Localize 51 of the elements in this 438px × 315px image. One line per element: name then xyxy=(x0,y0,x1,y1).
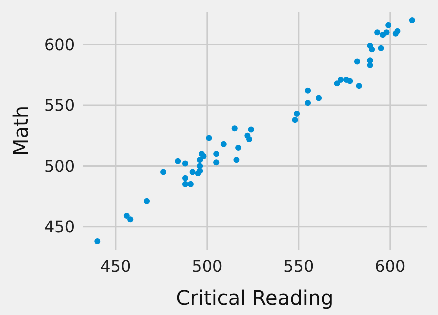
point xyxy=(294,111,300,117)
x-tick-label: 550 xyxy=(284,257,314,276)
point xyxy=(354,58,360,65)
point xyxy=(124,213,130,219)
point xyxy=(197,168,204,174)
point xyxy=(394,28,401,34)
point xyxy=(160,169,167,176)
point xyxy=(292,117,298,124)
point xyxy=(248,126,254,133)
point xyxy=(182,160,188,167)
point xyxy=(175,158,182,164)
point xyxy=(305,100,312,106)
point xyxy=(246,136,253,142)
point xyxy=(316,95,322,102)
point xyxy=(220,141,227,148)
point xyxy=(200,154,207,160)
point xyxy=(236,145,242,151)
point xyxy=(214,151,220,158)
point xyxy=(128,216,134,223)
y-tick-label: 450 xyxy=(44,218,75,237)
point xyxy=(190,169,196,176)
point xyxy=(338,77,344,83)
x-axis-title: Critical Reading xyxy=(176,286,334,310)
point xyxy=(347,78,354,84)
point xyxy=(182,181,188,188)
point xyxy=(334,80,340,87)
point xyxy=(305,88,312,94)
point xyxy=(182,175,188,182)
point xyxy=(144,198,150,204)
point xyxy=(188,181,194,188)
point xyxy=(206,135,212,142)
point xyxy=(94,238,101,244)
point xyxy=(232,126,238,132)
point xyxy=(234,157,240,164)
x-tick-label: 450 xyxy=(100,257,132,276)
point xyxy=(374,30,381,36)
x-tick-label: 500 xyxy=(192,257,223,276)
y-tick-label: 550 xyxy=(44,96,75,116)
x-tick-label: 600 xyxy=(375,257,406,276)
point xyxy=(214,160,220,166)
point xyxy=(384,30,390,36)
point xyxy=(356,83,362,90)
point xyxy=(386,22,392,28)
point xyxy=(197,157,204,164)
y-tick-label: 600 xyxy=(44,35,75,54)
y-axis-title: Math xyxy=(9,106,33,156)
point xyxy=(378,45,384,52)
y-tick-label: 500 xyxy=(44,156,75,176)
point xyxy=(369,46,376,53)
point xyxy=(409,18,416,24)
point xyxy=(197,163,204,170)
